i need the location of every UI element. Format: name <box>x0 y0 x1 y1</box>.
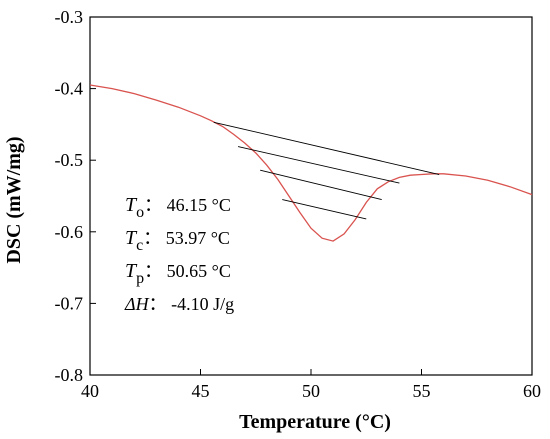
annotation-line: Tp： 50.65 °C <box>125 260 231 287</box>
y-tick-label: -0.7 <box>55 293 84 313</box>
hatch-line <box>237 146 400 184</box>
y-tick-label: -0.4 <box>55 79 84 99</box>
hatch-line <box>282 199 367 220</box>
y-tick-label: -0.3 <box>55 7 84 27</box>
x-tick-label: 55 <box>413 381 431 401</box>
annotation-line: To： 46.15 °C <box>125 194 231 221</box>
x-tick-label: 40 <box>81 381 99 401</box>
x-axis-title: Temperature (°C) <box>239 411 391 433</box>
series-layer <box>89 84 533 242</box>
x-tick-label: 60 <box>523 381 541 401</box>
hatch-line <box>260 169 382 201</box>
x-tick-label: 50 <box>302 381 320 401</box>
annotation-line: ΔH： -4.10 J/g <box>124 294 234 314</box>
y-tick-label: -0.5 <box>55 150 84 170</box>
x-tick-label: 45 <box>192 381 210 401</box>
hatch-line <box>213 121 440 175</box>
y-tick-label: -0.8 <box>55 365 84 385</box>
hatch-layer <box>213 121 440 220</box>
y-axis-title: DSC (mW/mg) <box>3 136 25 263</box>
dsc-curve <box>89 84 533 242</box>
axis-ticks: 40 45 50 55 60 -0.3 -0.4 -0.5 -0.6 -0.7 -0.8 <box>55 7 542 401</box>
annotation-layer: To： 46.15 °C Tc： 53.97 °C Tp： 50.65 °C ΔH： … <box>124 194 234 314</box>
annotation-line: Tc： 53.97 °C <box>125 227 230 254</box>
y-tick-label: -0.6 <box>55 222 84 242</box>
